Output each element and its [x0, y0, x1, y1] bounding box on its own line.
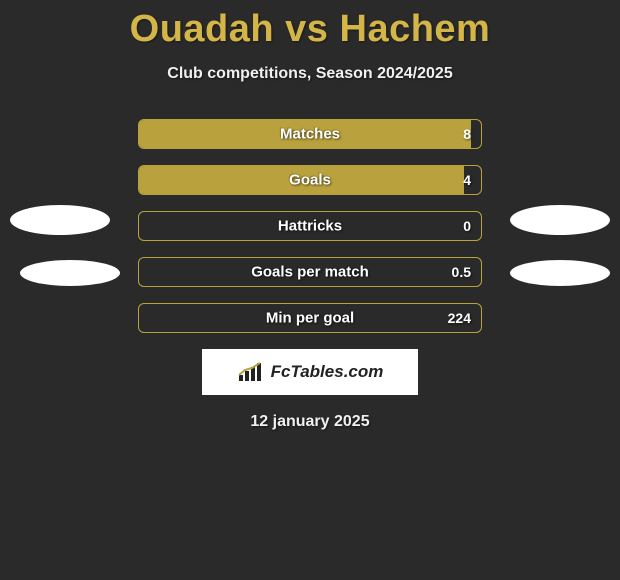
stat-label: Min per goal: [266, 310, 354, 327]
avatar-left-2: [20, 260, 120, 286]
site-logo[interactable]: FcTables.com: [202, 349, 418, 395]
avatar-left-1: [10, 205, 110, 235]
date-text: 12 january 2025: [0, 413, 620, 431]
stat-row-goals: Goals 4: [138, 165, 482, 195]
stat-row-goals-per-match: Goals per match 0.5: [138, 257, 482, 287]
avatar-right-2: [510, 260, 610, 286]
stat-value: 0: [463, 218, 471, 234]
page-title: Ouadah vs Hachem: [0, 0, 620, 51]
logo-text: FcTables.com: [271, 362, 384, 382]
stat-label: Goals: [289, 172, 331, 189]
avatar-right-1: [510, 205, 610, 235]
stat-value: 4: [463, 172, 471, 188]
subtitle: Club competitions, Season 2024/2025: [0, 65, 620, 83]
stats-container: Matches 8 Goals 4 Hattricks 0 Goals per …: [138, 119, 482, 333]
stat-value: 8: [463, 126, 471, 142]
stat-row-matches: Matches 8: [138, 119, 482, 149]
stat-row-hattricks: Hattricks 0: [138, 211, 482, 241]
stat-label: Goals per match: [251, 264, 369, 281]
stat-row-min-per-goal: Min per goal 224: [138, 303, 482, 333]
chart-bars-icon: [237, 361, 265, 383]
stat-value: 224: [448, 310, 471, 326]
stat-value: 0.5: [452, 264, 471, 280]
stat-label: Hattricks: [278, 218, 342, 235]
stat-label: Matches: [280, 126, 340, 143]
